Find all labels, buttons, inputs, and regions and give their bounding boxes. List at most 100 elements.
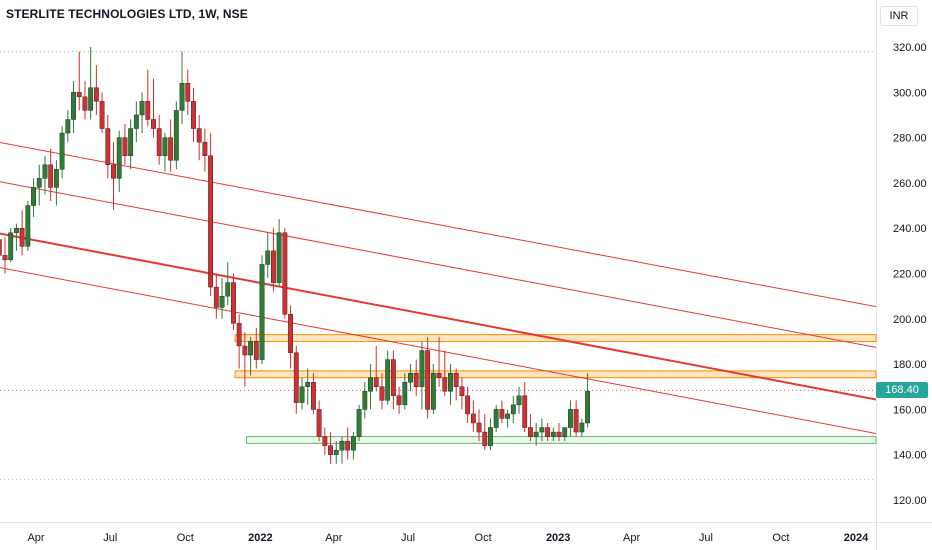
candle-up xyxy=(448,372,453,392)
candle-down xyxy=(390,359,396,397)
candle-down xyxy=(82,96,88,111)
candle-up xyxy=(265,250,271,265)
x-tick-label: Oct xyxy=(177,532,194,544)
candle-up xyxy=(402,382,408,406)
candle-up xyxy=(71,92,76,120)
candle-down xyxy=(185,83,191,102)
x-tick-label: Apr xyxy=(325,532,342,544)
x-tick-label: 2023 xyxy=(546,532,570,544)
candle-down xyxy=(213,286,219,308)
candle-up xyxy=(585,391,590,424)
candle-down xyxy=(328,445,333,455)
candle-down xyxy=(271,250,276,283)
candle-down xyxy=(459,386,465,397)
candle-down xyxy=(528,427,533,437)
y-tick-label: 220.00 xyxy=(893,269,927,281)
candle-up xyxy=(173,110,179,161)
candle-down xyxy=(465,395,471,415)
candle-down xyxy=(442,377,448,392)
candle-up xyxy=(333,449,339,455)
x-tick-label: Oct xyxy=(772,532,789,544)
candle-down xyxy=(48,164,54,188)
candle-up xyxy=(162,137,168,156)
candle-up xyxy=(408,372,413,383)
x-tick-label: 2024 xyxy=(844,532,869,544)
y-tick-label: 120.00 xyxy=(893,495,927,507)
candle-down xyxy=(105,128,111,165)
candle-up xyxy=(139,101,145,116)
candle-up xyxy=(562,427,568,437)
candle-up xyxy=(505,413,511,419)
candle-down xyxy=(545,427,550,437)
candle-up xyxy=(385,359,391,401)
candle-up xyxy=(419,350,425,387)
candle-up xyxy=(350,436,356,451)
y-tick-label: 300.00 xyxy=(893,87,927,99)
candle-down xyxy=(288,314,293,353)
x-tick-label: Apr xyxy=(27,532,44,544)
candle-up xyxy=(488,427,493,446)
candle-down xyxy=(168,137,174,161)
candle-up xyxy=(368,377,373,392)
candle-down xyxy=(453,372,459,387)
channel-line xyxy=(0,141,876,308)
y-tick-label: 140.00 xyxy=(893,450,927,462)
candle-down xyxy=(99,101,105,129)
candle-up xyxy=(493,409,499,428)
candle-up xyxy=(550,431,556,437)
candle-up xyxy=(356,409,362,437)
candle-down xyxy=(425,350,431,410)
candle-up xyxy=(225,282,231,297)
candle-down xyxy=(436,372,442,378)
y-tick-label: 320.00 xyxy=(893,42,927,54)
candle-up xyxy=(276,232,282,283)
candle-down xyxy=(236,323,242,347)
y-tick-label: 160.00 xyxy=(893,404,927,416)
candle-down xyxy=(373,377,379,387)
candle-down xyxy=(522,395,528,428)
candle-down xyxy=(191,101,196,129)
candle-up xyxy=(339,440,345,451)
channel-line xyxy=(0,181,876,348)
candle-down xyxy=(379,386,385,401)
candle-up xyxy=(31,187,36,206)
candle-down xyxy=(208,155,214,288)
y-tick-label: 280.00 xyxy=(893,133,927,145)
candle-down xyxy=(556,431,562,437)
x-tick-label: Jul xyxy=(401,532,415,544)
candle-down xyxy=(282,232,288,315)
candle-down xyxy=(345,440,351,451)
candle-up xyxy=(259,264,265,360)
candle-down xyxy=(151,119,156,129)
last-price-label: 168.40 xyxy=(876,382,928,399)
candle-down xyxy=(293,352,299,403)
candle-down xyxy=(476,422,482,433)
candles xyxy=(0,47,590,464)
x-tick-label: Jul xyxy=(103,532,117,544)
candle-up xyxy=(14,227,19,233)
candle-down xyxy=(145,101,151,120)
candle-up xyxy=(299,386,305,403)
currency-button[interactable]: INR xyxy=(880,6,918,26)
candle-up xyxy=(59,132,65,170)
channel-line xyxy=(0,267,876,434)
candle-up xyxy=(42,164,48,179)
candle-up xyxy=(133,114,139,129)
resistance-zone xyxy=(234,370,877,379)
y-tick-label: 260.00 xyxy=(893,178,927,190)
channel-line xyxy=(0,232,876,401)
y-tick-label: 240.00 xyxy=(893,223,927,235)
candle-down xyxy=(2,255,8,261)
candle-up xyxy=(8,232,14,261)
candle-down xyxy=(253,341,259,360)
candle-down xyxy=(470,413,476,424)
x-tick-label: Oct xyxy=(475,532,492,544)
candle-up xyxy=(568,409,573,428)
candle-down xyxy=(93,87,99,102)
candle-down xyxy=(231,282,236,324)
candle-down xyxy=(196,128,202,143)
candle-up xyxy=(430,372,436,410)
candle-up xyxy=(36,178,42,188)
x-tick-label: 2022 xyxy=(248,532,272,544)
